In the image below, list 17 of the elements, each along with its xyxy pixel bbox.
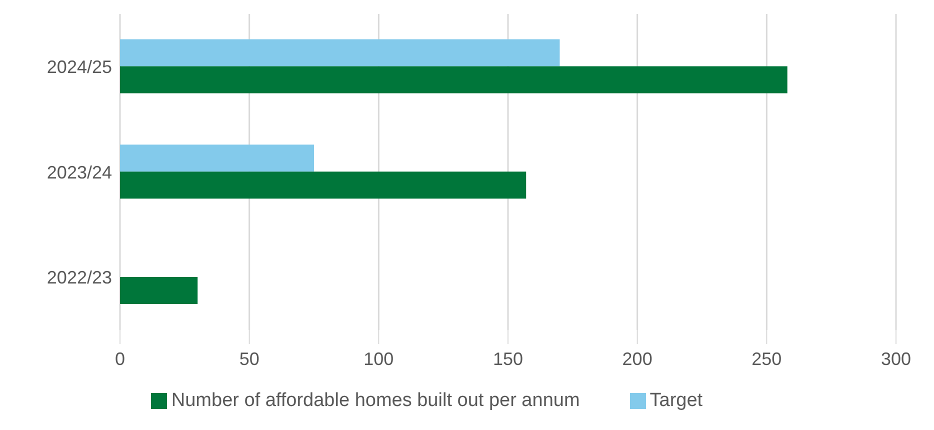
x-tick-label: 250 xyxy=(752,348,782,369)
legend-label: Target xyxy=(650,390,703,411)
bar xyxy=(120,172,526,199)
x-tick-label: 50 xyxy=(239,348,260,369)
bar xyxy=(120,276,198,304)
bar xyxy=(120,66,788,94)
y-tick-label: 2023/24 xyxy=(46,162,112,182)
bar xyxy=(120,39,560,66)
x-tick-label: 100 xyxy=(364,348,394,369)
y-tick-label: 2024/25 xyxy=(46,57,112,78)
x-tick-label: 300 xyxy=(880,348,912,369)
y-tick-label: 2022/23 xyxy=(46,268,112,288)
legend-label: Number of affordable homes built out per annum xyxy=(171,390,580,411)
bar xyxy=(120,144,314,172)
x-tick-label: 200 xyxy=(622,348,652,369)
x-tick-label: 150 xyxy=(492,348,524,369)
x-tick-label: 0 xyxy=(114,348,126,369)
